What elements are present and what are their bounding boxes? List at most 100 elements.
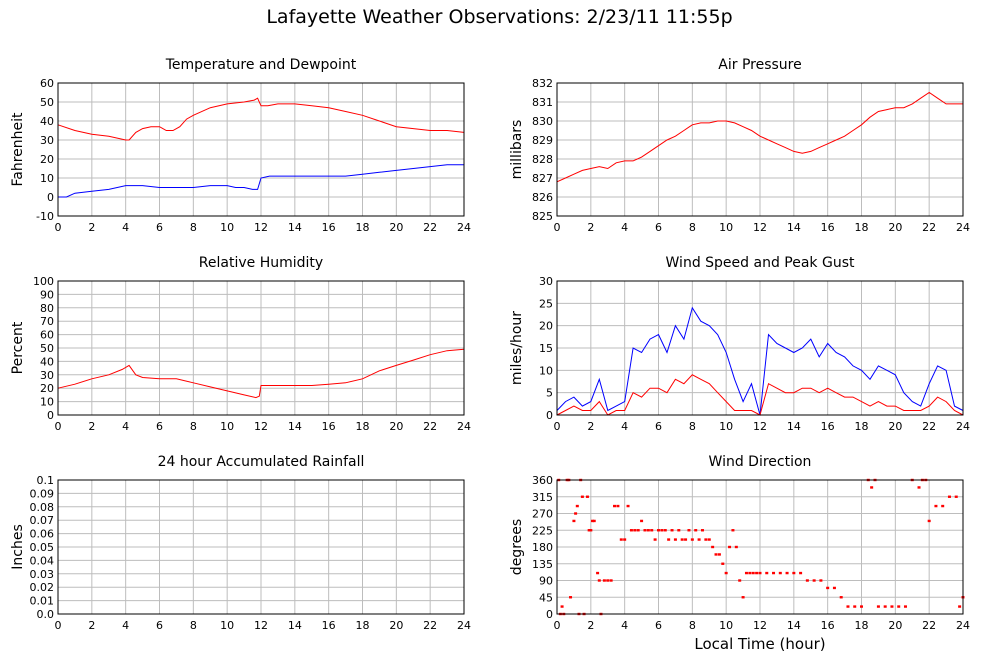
x-tick-label: 8	[689, 619, 696, 632]
x-tick-label: 20	[888, 420, 902, 433]
x-tick-label: 0	[55, 221, 62, 234]
x-tick-label: 20	[888, 221, 902, 234]
x-tick-label: 12	[753, 420, 767, 433]
wind-direction-point	[778, 571, 782, 575]
x-tick-label: 24	[956, 420, 970, 433]
wind-direction-point	[670, 529, 674, 532]
wind-direction-point	[677, 529, 681, 532]
wind-direction-point	[680, 538, 684, 541]
series-line-temp-1	[58, 164, 464, 198]
x-tick-label: 14	[288, 420, 302, 433]
x-tick-label: 24	[457, 420, 471, 433]
x-tick-label: 20	[389, 619, 403, 632]
wind-direction-point	[734, 545, 738, 549]
x-tick-label: 12	[753, 221, 767, 234]
wind-direction-point	[574, 512, 578, 515]
wind-direction-point	[597, 579, 601, 582]
wind-direction-point	[580, 495, 584, 498]
x-tick-label: 0	[554, 619, 561, 632]
x-tick-label: 12	[254, 420, 268, 433]
x-tick-label: 22	[922, 221, 936, 234]
wind-direction-point	[792, 571, 796, 575]
wind-direction-point	[663, 529, 667, 532]
y-tick-label: 225	[532, 524, 553, 537]
y-tick-label: 360	[532, 474, 553, 487]
x-tick-label: 6	[655, 420, 662, 433]
wind-direction-point	[700, 529, 704, 532]
wind-direction-point	[897, 605, 901, 608]
y-axis-label: degrees	[509, 519, 525, 575]
y-tick-label: 827	[532, 172, 553, 185]
plot-frame	[57, 479, 465, 615]
x-tick-label: 2	[587, 420, 594, 433]
x-tick-label: 8	[689, 221, 696, 234]
wind-direction-point	[697, 538, 701, 541]
x-tick-label: 20	[389, 420, 403, 433]
wind-direction-point	[646, 529, 650, 532]
wind-direction-point	[785, 571, 789, 575]
wind-direction-point	[687, 529, 691, 532]
x-tick-label: 2	[587, 221, 594, 234]
y-tick-label: 40	[40, 355, 54, 368]
y-tick-label: 5	[546, 387, 553, 400]
y-tick-label: 100	[33, 275, 54, 288]
x-tick-label: 10	[220, 221, 234, 234]
wind-direction-point	[728, 545, 732, 549]
y-tick-label: 0.04	[30, 554, 55, 567]
wind-direction-point	[748, 571, 752, 575]
x-tick-label: 14	[787, 619, 801, 632]
x-tick-label: 10	[220, 619, 234, 632]
x-tick-label: 16	[322, 420, 336, 433]
x-tick-label: 2	[88, 420, 95, 433]
x-tick-label: 18	[356, 420, 370, 433]
x-tick-label: 12	[753, 619, 767, 632]
x-tick-label: 2	[88, 221, 95, 234]
y-tick-label: 825	[532, 210, 553, 223]
y-tick-label: -10	[36, 210, 54, 223]
wind-direction-point	[673, 538, 677, 541]
x-axis-label: Local Time (hour)	[694, 635, 825, 653]
y-tick-label: 832	[532, 77, 553, 90]
x-tick-label: 2	[88, 619, 95, 632]
wind-direction-point	[711, 545, 715, 549]
plot-frame	[556, 280, 964, 416]
y-tick-label: 0.02	[30, 581, 55, 594]
x-tick-label: 4	[122, 420, 129, 433]
wind-direction-point	[819, 579, 823, 582]
x-tick-label: 0	[55, 619, 62, 632]
x-tick-label: 12	[254, 619, 268, 632]
x-tick-label: 18	[855, 619, 869, 632]
x-tick-label: 16	[821, 221, 835, 234]
wind-direction-point	[805, 579, 809, 582]
y-tick-label: 10	[40, 172, 54, 185]
y-tick-label: 30	[40, 369, 54, 382]
y-tick-label: 0	[546, 409, 553, 422]
y-tick-label: 0.03	[30, 568, 55, 581]
x-tick-label: 6	[655, 221, 662, 234]
x-tick-label: 8	[190, 221, 197, 234]
y-tick-label: 0.08	[30, 501, 55, 514]
wind-direction-point	[613, 504, 617, 508]
wind-direction-point	[707, 538, 711, 541]
wind-direction-point	[724, 571, 728, 575]
y-tick-label: 828	[532, 153, 553, 166]
y-tick-label: 90	[40, 288, 54, 301]
wind-direction-point	[587, 529, 591, 532]
y-tick-label: 90	[539, 575, 553, 588]
x-tick-label: 22	[922, 619, 936, 632]
series-line-temp-0	[57, 97, 465, 141]
wind-direction-point	[569, 596, 573, 599]
x-tick-label: 16	[821, 619, 835, 632]
x-tick-label: 16	[322, 619, 336, 632]
x-tick-label: 24	[956, 619, 970, 632]
wind-direction-point	[690, 538, 694, 541]
y-tick-label: 830	[532, 115, 553, 128]
chart-title: 24 hour Accumulated Rainfall	[158, 454, 365, 470]
wind-direction-point	[585, 495, 589, 498]
y-tick-label: 20	[539, 320, 553, 333]
wind-direction-point	[738, 579, 742, 582]
wind-direction-point	[596, 571, 600, 575]
